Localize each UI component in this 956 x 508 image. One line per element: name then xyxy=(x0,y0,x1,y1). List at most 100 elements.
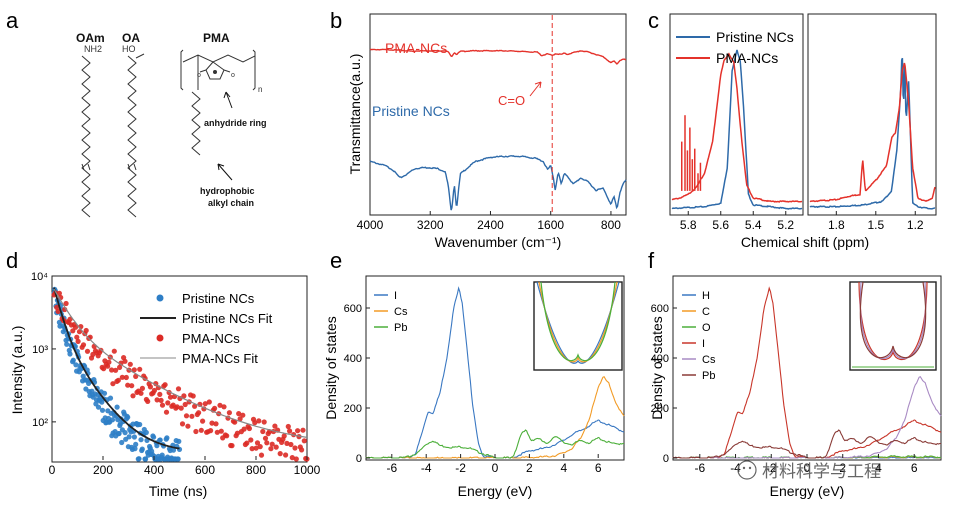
d-point-pma-ncs xyxy=(83,327,89,334)
d-point-pma-ncs xyxy=(213,421,219,427)
wechat-icon xyxy=(737,460,757,480)
d-point-pma-ncs xyxy=(90,351,96,357)
b-label-pristine: Pristine NCs xyxy=(372,103,450,119)
e-legend: I Cs Pb xyxy=(374,290,408,334)
b-x-ticks: 4000 3200 2400 1600 800 xyxy=(357,211,621,232)
oam-label: OAm xyxy=(76,31,105,45)
e-ytick-label-2: 400 xyxy=(344,353,362,365)
f-legend-i: I xyxy=(702,338,705,350)
d-point-pma-ncs xyxy=(301,438,307,444)
d-point-pma-ncs xyxy=(269,441,275,447)
d-point-pma-ncs xyxy=(162,382,168,388)
d-legend-marker-pristine xyxy=(156,294,164,302)
d-point-pma-ncs xyxy=(122,358,128,364)
c-right-frame xyxy=(807,13,937,216)
panel-label-e: e xyxy=(330,248,342,273)
c-left-pristine-ncs xyxy=(671,49,803,210)
d-point-pma-ncs xyxy=(189,413,195,419)
d-point-pma-ncs xyxy=(232,419,238,425)
d-point-pma-ncs xyxy=(200,418,206,424)
d-legend-pma: PMA-NCs xyxy=(182,331,240,346)
watermark: 材料科学与工程 xyxy=(737,460,881,481)
d-point-pma-ncs xyxy=(115,377,121,383)
d-point-pristine-ncs xyxy=(151,434,157,440)
b-tick-label-2: 2400 xyxy=(477,218,504,232)
d-point-pma-ncs xyxy=(261,419,267,425)
d-point-pma-ncs xyxy=(76,329,83,335)
b-ylabel: Transmittance(a.u.) xyxy=(347,54,363,175)
e-legend-cs: Cs xyxy=(394,306,408,318)
d-ytick-label-2: 10⁴ xyxy=(31,271,48,283)
d-point-pristine-ncs xyxy=(170,447,177,453)
c-left-pma-ncs xyxy=(671,52,803,203)
d-point-pma-ncs xyxy=(234,430,240,436)
f-ytick-label-2: 400 xyxy=(651,353,669,365)
alkyl-chain-label: alkyl chain xyxy=(208,198,254,208)
d-point-pma-ncs xyxy=(154,397,160,403)
d-xlabel: Time (ns) xyxy=(149,483,208,499)
e-axis-ticks: -6 -4 -2 0 2 4 6 0 200 400 600 xyxy=(344,303,602,475)
d-point-pma-ncs xyxy=(147,384,153,390)
pma-right-bracket xyxy=(252,49,256,91)
b-co-label: C=O xyxy=(498,93,525,108)
d-point-pristine-ncs xyxy=(114,404,120,410)
d-point-pristine-ncs xyxy=(122,430,128,436)
b-label-pma: PMA-NCs xyxy=(385,40,447,56)
f-inset-frame xyxy=(849,281,937,371)
d-point-pma-ncs xyxy=(221,404,227,410)
d-point-pma-ncs xyxy=(105,363,111,369)
d-point-pma-ncs xyxy=(56,290,63,296)
d-point-pma-ncs xyxy=(127,361,133,367)
d-point-pma-ncs xyxy=(288,441,294,448)
d-point-pma-ncs xyxy=(80,342,87,348)
b-series-pma-ncs xyxy=(369,48,627,65)
d-point-pma-ncs xyxy=(281,433,287,439)
oa-chain xyxy=(127,55,137,218)
f-legend-h: H xyxy=(702,290,710,302)
d-point-pma-ncs xyxy=(284,440,290,446)
f-legend-pb: Pb xyxy=(702,370,715,382)
d-point-pristine-ncs xyxy=(107,395,114,401)
ring-o-left: o xyxy=(197,72,201,79)
oam-nh2-label: NH2 xyxy=(84,44,102,54)
d-point-pristine-ncs xyxy=(73,362,79,368)
d-point-pma-ncs xyxy=(130,393,136,399)
oam-double-bond xyxy=(81,163,91,171)
pma-chain xyxy=(191,91,201,156)
d-fit-group xyxy=(53,287,308,450)
panel-c-nmr: Pristine NCs PMA-NCs 5.8 5.6 5.4 5.2 1.8 1.5 1… xyxy=(669,13,937,250)
d-point-pma-ncs xyxy=(193,428,199,435)
d-fit-pristine-ncs xyxy=(53,287,180,450)
d-point-pma-ncs xyxy=(109,367,115,373)
d-point-pristine-ncs xyxy=(143,456,149,462)
f-legend-c: C xyxy=(702,306,710,318)
d-legend-marker-pma xyxy=(156,334,164,342)
e-xlabel: Energy (eV) xyxy=(458,483,533,499)
c-right-pristine-ncs xyxy=(809,57,936,210)
c-right-tick-label-0: 1.8 xyxy=(828,218,845,232)
d-point-pma-ncs xyxy=(75,338,81,344)
d-point-pristine-ncs xyxy=(119,439,125,446)
e-ytick-label-1: 200 xyxy=(344,403,362,415)
d-point-pma-ncs xyxy=(74,334,80,340)
d-point-pma-ncs xyxy=(165,400,171,406)
d-point-pma-ncs xyxy=(151,387,157,394)
d-point-pma-ncs xyxy=(287,428,293,434)
wechat-icon-eye-left xyxy=(742,466,746,470)
d-point-pma-ncs xyxy=(244,440,250,446)
d-point-pristine-ncs xyxy=(159,452,165,458)
d-point-pma-ncs xyxy=(292,445,298,451)
ring-carbonyls xyxy=(199,69,231,73)
d-axis-ticks: 0 200 400 600 800 1000 10² 10³ 10⁴ xyxy=(31,271,321,477)
d-point-pristine-ncs xyxy=(95,404,102,410)
d-point-pristine-ncs xyxy=(164,435,170,441)
panel-d-trpl: 0 200 400 600 800 1000 10² 10³ 10⁴ Pristine NCs … xyxy=(9,271,321,499)
d-ytick-label-1: 10³ xyxy=(32,344,48,356)
d-point-pma-ncs xyxy=(131,367,137,373)
d-legend-pristine-fit: Pristine NCs Fit xyxy=(182,311,273,326)
f-tick-label-0: -6 xyxy=(694,461,705,475)
e-tick-label-1: -4 xyxy=(421,461,432,475)
d-point-pma-ncs xyxy=(159,402,166,408)
d-tick-label-4: 800 xyxy=(246,463,266,477)
e-plot-frame xyxy=(365,275,625,461)
